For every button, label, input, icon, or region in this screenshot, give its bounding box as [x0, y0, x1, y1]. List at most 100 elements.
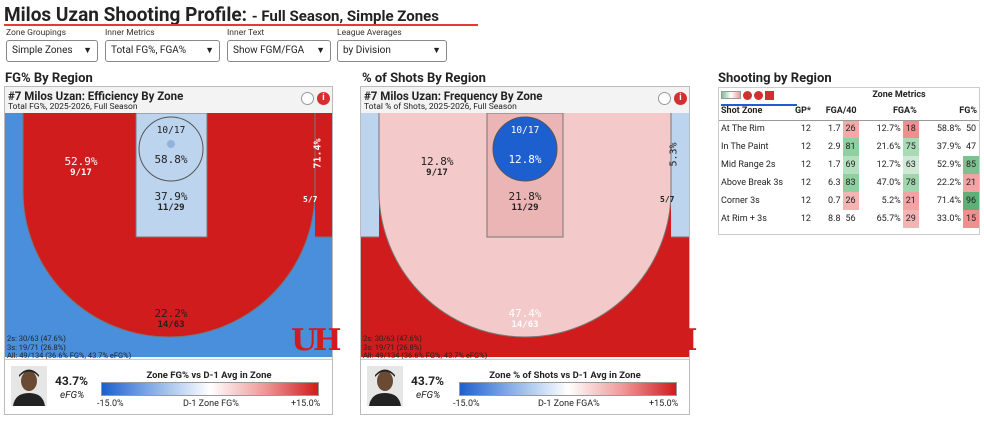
- paint-frac: 11/29: [511, 203, 539, 213]
- efg-label: eFG%: [416, 390, 441, 401]
- table-row: Above Break 3s 12 6.3 83 47.0% 78 22.2% …: [719, 174, 979, 192]
- shooting-by-region-title: Shooting by Region: [718, 71, 832, 86]
- row-fg: 71.4%: [936, 196, 961, 206]
- row-fga40: 2.9: [828, 142, 841, 152]
- row-zone: Mid Range 2s: [721, 160, 776, 170]
- uh-logo-icon: UH: [647, 323, 697, 358]
- zone-metrics-header: Zone Metrics: [872, 90, 926, 100]
- row-fga40-rank: 26: [842, 120, 859, 138]
- info-icon[interactable]: i: [317, 92, 330, 105]
- efficiency-court: [5, 113, 332, 357]
- col-fg[interactable]: FG%: [959, 105, 977, 116]
- col-shot-zone[interactable]: Shot Zone: [721, 105, 763, 116]
- chevron-down-icon: ▼: [432, 46, 441, 56]
- row-fg-rank: 15: [963, 210, 979, 228]
- rim-fraction: 10/17: [510, 125, 540, 136]
- fg-by-region-title: FG% By Region: [5, 71, 93, 86]
- zone-groupings-value: Simple Zones: [12, 45, 73, 56]
- efg-label: eFG%: [60, 390, 85, 401]
- title-main: Milos Uzan Shooting Profile:: [4, 3, 247, 26]
- legend-mid: D-1 Zone FGA%: [538, 399, 600, 409]
- row-fgapct: 12.7%: [876, 124, 901, 135]
- toggle-icon[interactable]: [658, 92, 671, 105]
- row-fgapct-rank: 78: [902, 174, 919, 192]
- rim-pct: 58.8%: [154, 153, 188, 166]
- league-averages-select[interactable]: by Division ▼: [337, 40, 447, 62]
- row-fg-rank: 47: [965, 142, 977, 152]
- zone-groupings-label: Zone Groupings: [6, 28, 66, 38]
- row-gp: 12: [800, 196, 811, 206]
- help-icon[interactable]: [743, 91, 752, 100]
- row-fgapct-rank: 63: [902, 156, 919, 174]
- zone-table-card: Zone Metrics Shot Zone GP* FGA/40 FGA% F…: [718, 87, 980, 235]
- info-icon[interactable]: i: [674, 92, 687, 105]
- download-icon[interactable]: [765, 91, 774, 100]
- efficiency-card-title: #7 Milos Uzan: Efficiency By Zone: [8, 89, 184, 103]
- page-title: Milos Uzan Shooting Profile: - Full Seas…: [4, 3, 439, 26]
- shot-stats: 2s: 30/63 (47.6%) 3s: 19/71 (26.8%) All:…: [363, 334, 488, 361]
- row-fgapct-rank: 75: [902, 138, 919, 156]
- inner-metrics-select[interactable]: Total FG%, FGA% ▼: [105, 40, 220, 62]
- frequency-footer: 43.7% eFG% Zone % of Shots vs D-1 Avg in…: [361, 359, 689, 414]
- title-underline: [4, 24, 478, 26]
- info-icon[interactable]: [754, 91, 763, 100]
- table-row: In The Paint 12 2.9 81 21.6% 75 37.9% 47: [719, 138, 979, 156]
- legend-min: -15.0%: [453, 399, 480, 409]
- row-zone: Above Break 3s: [721, 178, 784, 188]
- chevron-down-icon: ▼: [83, 46, 92, 56]
- row-gp: 12: [800, 178, 811, 188]
- row-fg: 58.8%: [936, 124, 961, 135]
- stats-twos: 2s: 30/63 (47.6%): [7, 334, 66, 343]
- row-fg-rank: 85: [963, 156, 979, 174]
- row-fgapct: 12.7%: [876, 160, 901, 170]
- corner-three-zone[interactable]: [671, 113, 689, 237]
- row-zone: At The Rim: [721, 124, 765, 135]
- efficiency-card: #7 Milos Uzan: Efficiency By Zone Total …: [4, 86, 341, 415]
- stats-all: All: 49/134 (36.6% FG%, 43.7% eFG%): [363, 351, 488, 360]
- row-gp: 12: [800, 124, 811, 135]
- corner-pct: 5.3%: [668, 142, 680, 167]
- corner-three-zone[interactable]: [315, 113, 332, 237]
- row-fga40-rank: 56: [845, 214, 856, 224]
- col-gp[interactable]: GP*: [794, 105, 811, 116]
- color-scale-icon[interactable]: [721, 91, 741, 99]
- paint-pct: 21.8%: [508, 190, 542, 203]
- row-fga40-rank: 83: [842, 174, 859, 192]
- table-row: Corner 3s 12 0.7 26 5.2% 21 71.4% 96: [719, 192, 979, 210]
- row-zone: In The Paint: [721, 142, 769, 152]
- rim-zone[interactable]: [138, 116, 204, 182]
- rim-pct: 12.8%: [508, 153, 542, 166]
- frequency-card-title: #7 Milos Uzan: Frequency By Zone: [364, 89, 543, 103]
- rim-zone[interactable]: [492, 116, 558, 182]
- uh-logo-icon: UH: [291, 323, 341, 358]
- row-fg-rank: 50: [965, 124, 977, 135]
- league-averages-value: by Division: [343, 45, 391, 56]
- row-fgapct: 47.0%: [876, 178, 901, 188]
- row-fg: 37.9%: [936, 142, 961, 152]
- row-fg: 33.0%: [936, 214, 961, 224]
- frequency-court: [361, 113, 689, 357]
- efg-value: 43.7%: [411, 374, 445, 388]
- row-fg: 22.2%: [936, 178, 961, 188]
- corner-three-left-zone[interactable]: [361, 113, 379, 237]
- legend-title: Zone % of Shots vs D-1 Avg in Zone: [489, 370, 641, 381]
- row-fgapct-rank: 18: [902, 120, 919, 138]
- toggle-icon[interactable]: [301, 92, 314, 105]
- row-fgapct: 65.7%: [876, 214, 901, 224]
- midrange-pct: 12.8%: [420, 155, 454, 168]
- col-fga40[interactable]: FGA/40: [825, 105, 857, 116]
- player-photo: [367, 366, 403, 406]
- midrange-pct: 52.9%: [64, 155, 98, 168]
- inner-text-value: Show FGM/FGA: [233, 45, 305, 56]
- zone-groupings-select[interactable]: Simple Zones ▼: [6, 40, 98, 62]
- shots-by-region-title: % of Shots By Region: [362, 71, 486, 86]
- row-fga40: 0.7: [828, 196, 841, 206]
- row-zone: Corner 3s: [721, 196, 760, 206]
- legend-max: +15.0%: [649, 399, 679, 409]
- legend-gradient: [101, 382, 319, 396]
- efficiency-card-subtitle: Total FG%, 2025-2026, Full Season: [8, 102, 138, 112]
- col-fgapct[interactable]: FGA%: [892, 105, 917, 116]
- inner-text-select[interactable]: Show FGM/FGA ▼: [227, 40, 331, 62]
- stats-all: All: 49/134 (36.6% FG%, 43.7% eFG%): [7, 351, 132, 360]
- legend-gradient: [459, 382, 677, 396]
